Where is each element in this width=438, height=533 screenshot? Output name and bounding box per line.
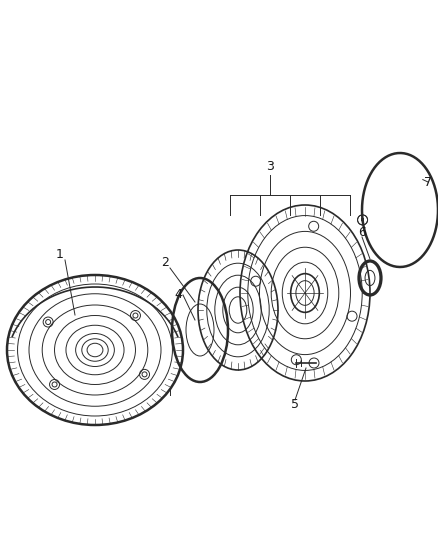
Text: 3: 3 (266, 160, 274, 174)
Text: 7: 7 (424, 175, 432, 189)
Text: 6: 6 (358, 225, 366, 238)
Text: 5: 5 (291, 399, 299, 411)
Text: 2: 2 (161, 256, 169, 270)
Text: 4: 4 (174, 288, 182, 302)
Text: 1: 1 (56, 248, 64, 262)
